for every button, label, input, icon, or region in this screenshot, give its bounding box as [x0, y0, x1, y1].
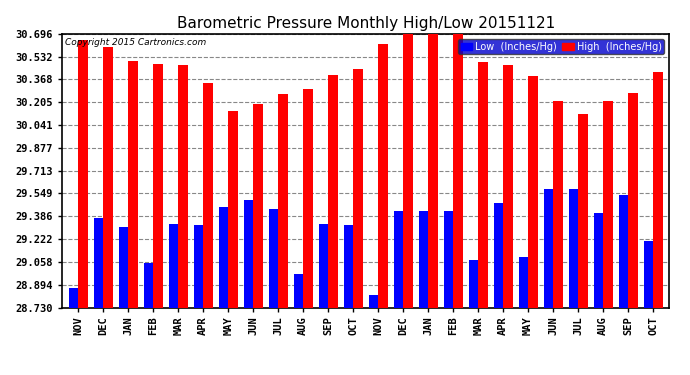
Bar — [128, 61, 138, 308]
Bar — [569, 189, 578, 308]
Bar — [368, 295, 378, 307]
Bar — [628, 93, 638, 308]
Bar — [653, 72, 662, 308]
Bar — [319, 224, 328, 308]
Bar — [104, 47, 113, 308]
Bar — [478, 62, 488, 308]
Bar — [244, 200, 253, 308]
Bar — [503, 65, 513, 308]
Bar — [153, 64, 163, 308]
Bar — [403, 34, 413, 308]
Bar — [194, 225, 204, 308]
Legend: Low  (Inches/Hg), High  (Inches/Hg): Low (Inches/Hg), High (Inches/Hg) — [458, 39, 664, 54]
Bar — [119, 227, 128, 308]
Bar — [553, 101, 562, 308]
Bar — [493, 203, 503, 308]
Bar — [253, 104, 263, 308]
Bar — [353, 69, 363, 308]
Bar — [344, 225, 353, 308]
Text: Copyright 2015 Cartronics.com: Copyright 2015 Cartronics.com — [65, 38, 206, 47]
Bar — [644, 241, 653, 308]
Bar — [303, 89, 313, 308]
Bar — [603, 101, 613, 308]
Bar — [469, 260, 478, 308]
Bar — [453, 33, 463, 308]
Bar — [79, 40, 88, 308]
Bar — [278, 94, 288, 308]
Bar — [419, 211, 428, 308]
Bar — [294, 274, 303, 308]
Bar — [204, 83, 213, 308]
Bar — [519, 257, 528, 307]
Bar — [428, 30, 437, 308]
Bar — [228, 111, 238, 308]
Bar — [593, 213, 603, 308]
Bar — [94, 218, 104, 308]
Bar — [444, 211, 453, 308]
Bar — [219, 207, 228, 308]
Bar — [178, 65, 188, 308]
Bar — [578, 114, 588, 308]
Bar — [69, 288, 79, 308]
Bar — [328, 75, 337, 307]
Bar — [268, 209, 278, 308]
Bar — [618, 195, 628, 308]
Bar — [394, 211, 403, 308]
Bar — [544, 189, 553, 308]
Bar — [144, 263, 153, 308]
Bar — [169, 224, 178, 308]
Title: Barometric Pressure Monthly High/Low 20151121: Barometric Pressure Monthly High/Low 201… — [177, 16, 555, 31]
Bar — [378, 44, 388, 308]
Bar — [528, 76, 538, 308]
